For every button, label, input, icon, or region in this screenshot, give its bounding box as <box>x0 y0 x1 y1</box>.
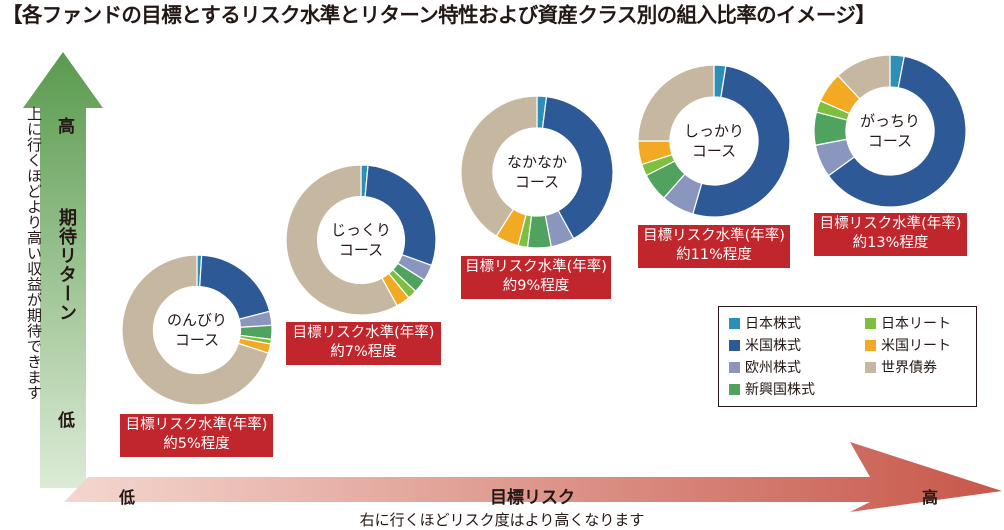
legend-item: 世界債券 <box>865 359 937 377</box>
legend-item: 日本株式 <box>729 315 801 333</box>
course-name-line2: コース <box>867 132 913 150</box>
y-axis-arrow <box>23 52 103 488</box>
legend-label: 日本株式 <box>745 316 801 332</box>
donut-chart-shikkari <box>637 64 791 218</box>
target-risk-box-gacchiri: 目標リスク水準(年率) 約13%程度 <box>814 213 967 256</box>
course-name-nonbiri: のんびり コース <box>155 310 239 350</box>
target-risk-label: 目標リスク水準(年率) <box>643 228 785 244</box>
donut-chart-nonbiri <box>121 254 273 406</box>
course-name-line1: じっくり <box>330 221 391 239</box>
donut-chart-gacchiri <box>813 54 967 208</box>
x-axis-arrow <box>64 442 1002 512</box>
donut-slice-us-equity <box>692 65 791 218</box>
target-risk-box-jikkuri: 目標リスク水準(年率) 約7%程度 <box>286 322 441 365</box>
legend-item: 日本リート <box>865 315 951 333</box>
donut-slice-global-bond <box>121 254 270 406</box>
target-risk-box-nakanaka: 目標リスク水準(年率) 約9%程度 <box>461 256 611 299</box>
x-axis-low-label: 低 <box>119 488 136 507</box>
course-name-line1: しっかり <box>683 122 744 140</box>
donut-slice-us-equity <box>827 55 967 208</box>
target-risk-label: 目標リスク水準(年率) <box>465 259 607 275</box>
legend-label: 日本リート <box>881 316 951 332</box>
target-risk-value: 約7%程度 <box>330 344 397 360</box>
legend-swatch <box>865 318 876 329</box>
y-axis-title: 期待リターン <box>56 208 77 322</box>
target-risk-value: 約9%程度 <box>502 278 570 294</box>
legend-item: 欧州株式 <box>729 359 801 377</box>
target-risk-label: 目標リスク水準(年率) <box>819 216 962 232</box>
target-risk-label: 目標リスク水準(年率) <box>292 325 435 341</box>
target-risk-value: 約5%程度 <box>163 436 230 452</box>
legend-item: 米国株式 <box>729 337 801 355</box>
course-name-line1: がっちり <box>859 112 920 130</box>
donut-slice-global-bond <box>637 64 715 142</box>
donut-slice-us-equity <box>541 95 614 240</box>
target-risk-box-nonbiri: 目標リスク水準(年率) 約5%程度 <box>120 414 273 457</box>
legend-swatch <box>729 384 740 395</box>
legend-swatch <box>865 340 876 351</box>
legend-label: 世界債券 <box>881 360 937 376</box>
course-name-line2: コース <box>514 173 560 191</box>
course-name-shikkari: しっかり コース <box>672 121 756 161</box>
target-risk-value: 約13%程度 <box>852 235 929 251</box>
legend-label: 欧州株式 <box>745 360 801 376</box>
y-axis-description: 上に行くほどより高い収益が期待できます <box>25 106 43 401</box>
donut-chart-nakanaka <box>460 95 614 249</box>
legend-item: 米国リート <box>865 337 951 355</box>
x-axis-description: 右に行くほどリスク度はより高くなります <box>359 511 645 529</box>
x-axis-high-label: 高 <box>922 488 939 507</box>
course-name-line2: コース <box>174 331 220 349</box>
target-risk-box-shikkari: 目標リスク水準(年率) 約11%程度 <box>638 225 790 268</box>
legend: 日本株式 日本リート 米国株式 米国リート 欧州株式 世界債券 新興国株式 <box>718 306 977 407</box>
legend-swatch <box>729 362 740 373</box>
y-axis-low-label: 低 <box>58 411 75 431</box>
legend-swatch <box>729 318 740 329</box>
donut-slice-global-bond <box>460 95 538 237</box>
legend-label: 米国リート <box>881 338 951 354</box>
donut-slice-global-bond <box>285 164 398 316</box>
course-name-line1: のんびり <box>166 311 227 329</box>
legend-item: 新興国株式 <box>729 381 815 399</box>
legend-swatch <box>729 340 740 351</box>
donut-chart-jikkuri <box>285 164 437 316</box>
legend-label: 米国株式 <box>745 338 801 354</box>
course-name-jikkuri: じっくり コース <box>319 220 403 260</box>
legend-swatch <box>865 362 876 373</box>
page-title: 【各ファンドの目標とするリスク水準とリターン特性および資産クラス別の組入比率のイ… <box>2 3 876 27</box>
course-name-nakanaka: なかなか コース <box>495 152 579 192</box>
course-name-line1: なかなか <box>506 153 567 171</box>
course-name-gacchiri: がっちり コース <box>848 111 932 151</box>
target-risk-value: 約11%程度 <box>676 247 752 263</box>
legend-label: 新興国株式 <box>745 382 815 398</box>
x-axis-title: 目標リスク <box>490 488 575 508</box>
course-name-line2: コース <box>691 142 737 160</box>
donut-slice-global-bond <box>837 54 891 100</box>
target-risk-label: 目標リスク水準(年率) <box>125 417 268 433</box>
course-name-line2: コース <box>338 241 384 259</box>
y-axis-high-label: 高 <box>58 117 75 137</box>
